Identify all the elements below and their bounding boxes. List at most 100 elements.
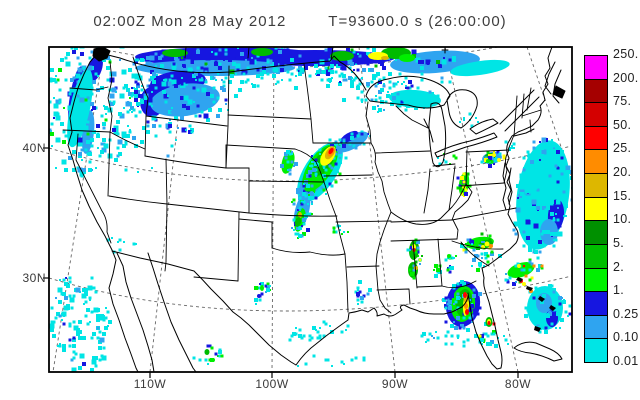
precip-cell bbox=[117, 241, 119, 243]
geography-layer bbox=[62, 47, 566, 372]
precip-cell bbox=[134, 144, 138, 148]
precip-cell bbox=[76, 328, 80, 332]
precip-cell bbox=[308, 334, 312, 338]
precip-cell bbox=[455, 255, 457, 257]
precip-cell bbox=[332, 226, 336, 230]
precip-cell bbox=[267, 59, 273, 65]
precip-cell bbox=[444, 334, 448, 338]
precip-cell bbox=[310, 184, 314, 188]
precip-cell bbox=[504, 278, 508, 282]
precip-cell bbox=[212, 100, 216, 104]
precip-cell bbox=[404, 60, 408, 64]
precip-cell bbox=[490, 160, 494, 164]
precip-cell bbox=[294, 232, 298, 236]
precip-cell bbox=[446, 268, 450, 272]
precip-cell bbox=[528, 278, 532, 282]
precip-cell bbox=[214, 62, 218, 66]
precip-cell bbox=[284, 156, 288, 160]
precip-cell bbox=[201, 51, 203, 53]
precip-cell bbox=[512, 282, 516, 286]
precip-cell bbox=[526, 164, 530, 168]
precip-cell bbox=[356, 292, 360, 296]
colorbar-swatch bbox=[584, 338, 608, 363]
precip-cell bbox=[355, 63, 357, 65]
precip-cell bbox=[498, 152, 502, 156]
precip-cell bbox=[425, 341, 427, 343]
precip-cell bbox=[77, 167, 83, 173]
precip-cell bbox=[100, 114, 104, 118]
precip-cell bbox=[566, 186, 570, 190]
precip-cell bbox=[211, 51, 213, 53]
precip-field bbox=[450, 59, 510, 77]
precip-cell bbox=[335, 149, 337, 151]
precip-cell bbox=[68, 322, 72, 326]
precip-cell bbox=[53, 111, 59, 117]
precip-cell bbox=[490, 250, 494, 254]
precip-cell bbox=[273, 67, 279, 73]
precip-cell bbox=[470, 244, 474, 248]
precip-cell bbox=[333, 229, 335, 231]
precip-cell bbox=[198, 358, 202, 362]
precip-cell bbox=[198, 78, 202, 82]
precip-cell bbox=[62, 346, 66, 350]
precip-cell bbox=[456, 296, 460, 300]
precip-cell bbox=[78, 152, 82, 156]
colorbar-swatch bbox=[584, 149, 608, 175]
precip-cell bbox=[72, 150, 76, 154]
precip-cell bbox=[77, 115, 83, 121]
precip-cell bbox=[117, 43, 120, 46]
precip-cell bbox=[546, 302, 550, 306]
precip-cell bbox=[519, 173, 525, 179]
precip-cell bbox=[119, 239, 121, 241]
precip-cell bbox=[58, 68, 62, 72]
precip-cell bbox=[126, 88, 130, 92]
precip-cell bbox=[531, 199, 537, 205]
precip-cell bbox=[96, 134, 100, 138]
precip-cell bbox=[483, 241, 485, 243]
precip-cell bbox=[98, 154, 102, 158]
precip-cell bbox=[538, 318, 542, 322]
precip-cell bbox=[188, 130, 192, 134]
precip-cell bbox=[90, 92, 94, 96]
precip-cell bbox=[291, 157, 293, 159]
precip-cell bbox=[314, 196, 318, 200]
precip-cell bbox=[397, 81, 399, 83]
precip-cell bbox=[452, 154, 456, 158]
lake-superior bbox=[365, 75, 451, 109]
precip-cell bbox=[559, 327, 561, 329]
precip-cell bbox=[431, 335, 433, 337]
precip-cell bbox=[341, 65, 347, 71]
precip-cell bbox=[328, 164, 332, 168]
precip-cell bbox=[350, 84, 354, 88]
precip-cell bbox=[128, 130, 132, 134]
precip-cell bbox=[236, 68, 240, 72]
precip-cell bbox=[462, 344, 466, 348]
precip-cell bbox=[425, 97, 427, 99]
precip-cell bbox=[488, 164, 492, 168]
colorbar-tick-label: 10. bbox=[613, 212, 632, 227]
precip-cell bbox=[542, 138, 546, 142]
precip-cell bbox=[330, 70, 334, 74]
precip-cell bbox=[426, 54, 430, 58]
precip-core bbox=[328, 147, 334, 155]
precip-cell bbox=[318, 334, 322, 338]
precip-cell bbox=[96, 326, 100, 330]
precip-cell bbox=[86, 140, 90, 144]
precip-cell bbox=[90, 368, 94, 372]
precip-cell bbox=[194, 114, 198, 118]
precip-cell bbox=[324, 66, 328, 70]
precip-cell bbox=[53, 117, 55, 119]
precip-cell bbox=[55, 297, 57, 299]
precip-cell bbox=[100, 142, 104, 146]
precip-cell bbox=[212, 86, 216, 90]
precip-cell bbox=[560, 172, 564, 176]
precip-cell bbox=[72, 294, 76, 298]
precip-cell bbox=[532, 146, 536, 150]
precip-cell bbox=[412, 268, 416, 272]
precip-cell bbox=[553, 147, 555, 149]
precip-cell bbox=[200, 110, 204, 114]
precip-cell bbox=[416, 102, 420, 106]
colorbar-tick-label: 5. bbox=[613, 235, 625, 250]
precip-cell bbox=[354, 134, 358, 138]
precip-cell bbox=[119, 93, 125, 99]
